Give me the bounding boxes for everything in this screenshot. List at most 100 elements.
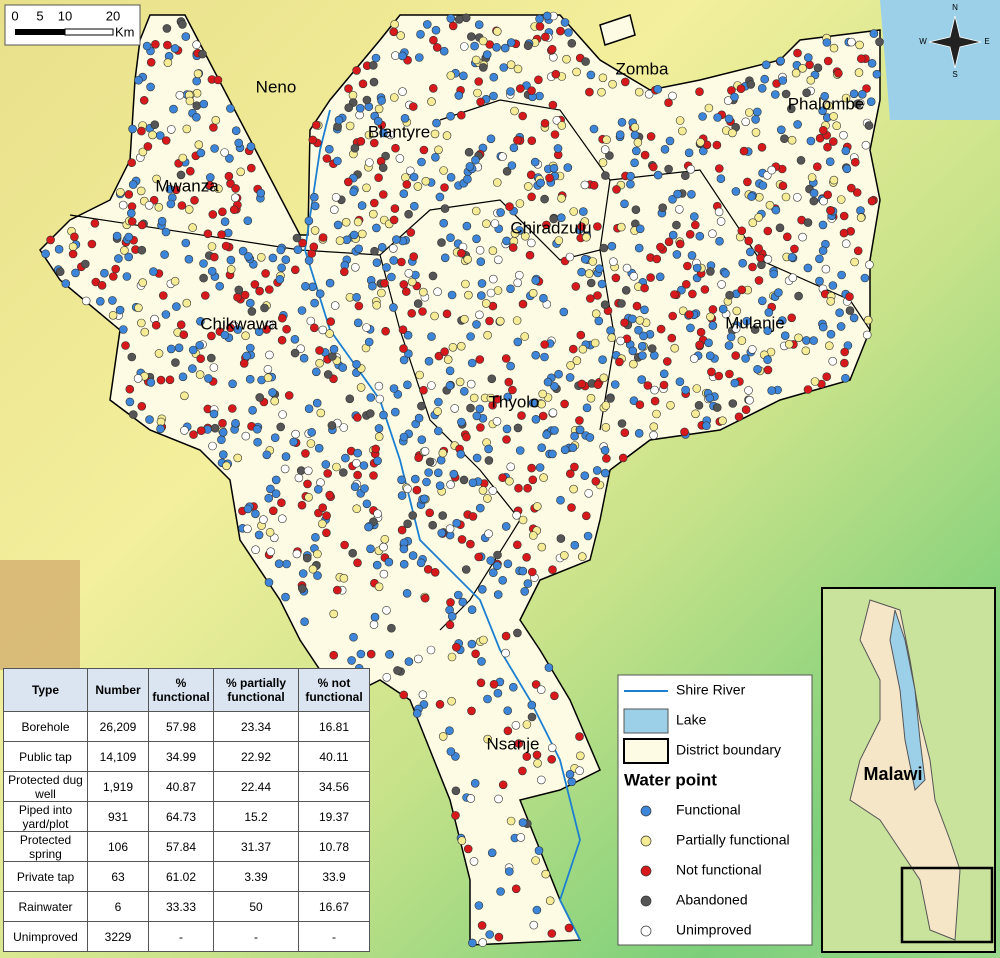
water-point [180, 426, 189, 435]
table-cell: 3229 [87, 921, 149, 952]
water-point [255, 393, 265, 402]
water-point [109, 272, 118, 281]
water-point [518, 515, 528, 525]
water-point [399, 189, 409, 198]
water-point [601, 422, 611, 432]
water-point [505, 476, 514, 486]
inset-country [849, 599, 961, 941]
water-point [554, 369, 563, 379]
water-point [169, 104, 178, 114]
scale-bar-box [4, 4, 141, 46]
water-point [630, 123, 640, 132]
water-point [457, 248, 466, 258]
water-point [389, 303, 398, 312]
water-point [277, 514, 287, 524]
water-point [138, 147, 148, 157]
legend-label: Functional [676, 802, 741, 818]
water-point [452, 518, 462, 528]
water-point [840, 358, 849, 368]
water-point [854, 68, 864, 77]
water-point [379, 128, 388, 138]
water-point [793, 48, 802, 58]
water-point [345, 121, 355, 131]
water-point [665, 136, 675, 146]
water-point [418, 287, 428, 297]
water-point [430, 129, 440, 139]
water-point [746, 80, 756, 89]
water-point [865, 260, 874, 270]
water-point [159, 291, 168, 300]
water-point [311, 120, 321, 130]
water-point [473, 88, 482, 98]
water-point [501, 648, 510, 658]
water-point [803, 263, 813, 273]
water-point [575, 732, 584, 741]
water-point [731, 351, 741, 360]
water-point [802, 88, 811, 98]
water-point [761, 60, 771, 70]
water-point [664, 237, 674, 247]
water-point [205, 180, 215, 190]
water-point [708, 229, 717, 238]
water-point [611, 273, 621, 283]
water-point [748, 262, 757, 272]
water-point [646, 273, 655, 282]
water-point [516, 833, 526, 842]
water-point [196, 354, 205, 364]
water-point [405, 166, 415, 176]
water-point [640, 305, 649, 315]
water-point [407, 277, 417, 287]
water-point [504, 867, 514, 876]
water-point [706, 312, 715, 322]
water-point [506, 87, 515, 96]
water-point [477, 657, 486, 666]
water-point [374, 381, 384, 391]
water-point [372, 258, 382, 268]
water-point [575, 751, 585, 761]
water-point [389, 215, 399, 225]
water-point [434, 351, 444, 361]
water-point [597, 279, 607, 289]
water-point [741, 117, 751, 127]
water-point [277, 335, 287, 345]
water-point [433, 407, 442, 416]
water-point [81, 296, 91, 306]
table-cell: 34.56 [298, 771, 370, 802]
water-point [508, 243, 518, 252]
scale-unit: Km [115, 24, 135, 39]
water-point [459, 475, 469, 485]
legend-label: Shire River [676, 682, 746, 698]
water-point [757, 296, 767, 306]
water-point [581, 511, 591, 521]
water-point [593, 380, 603, 390]
water-point [243, 524, 252, 534]
water-point [483, 734, 493, 744]
water-point [634, 428, 644, 438]
water-point [162, 24, 172, 33]
water-point [815, 254, 824, 264]
water-point [757, 84, 767, 93]
water-point [313, 549, 322, 559]
scale-label: 0 [11, 8, 18, 23]
water-point [262, 325, 271, 334]
water-point [686, 323, 695, 333]
water-point [188, 345, 198, 355]
water-point [554, 236, 564, 245]
water-point [341, 453, 350, 463]
water-point [404, 657, 414, 666]
water-point [252, 424, 262, 434]
water-point [226, 265, 236, 274]
water-point [290, 348, 300, 358]
water-point [469, 857, 479, 866]
water-point [114, 254, 123, 263]
water-point [54, 244, 64, 254]
water-point [715, 236, 724, 246]
water-point [416, 558, 426, 568]
water-point [570, 431, 579, 441]
water-point [161, 310, 171, 319]
water-point [518, 818, 528, 827]
water-point [547, 743, 557, 753]
water-point [537, 443, 547, 453]
water-point [97, 280, 107, 290]
water-point [350, 143, 360, 153]
